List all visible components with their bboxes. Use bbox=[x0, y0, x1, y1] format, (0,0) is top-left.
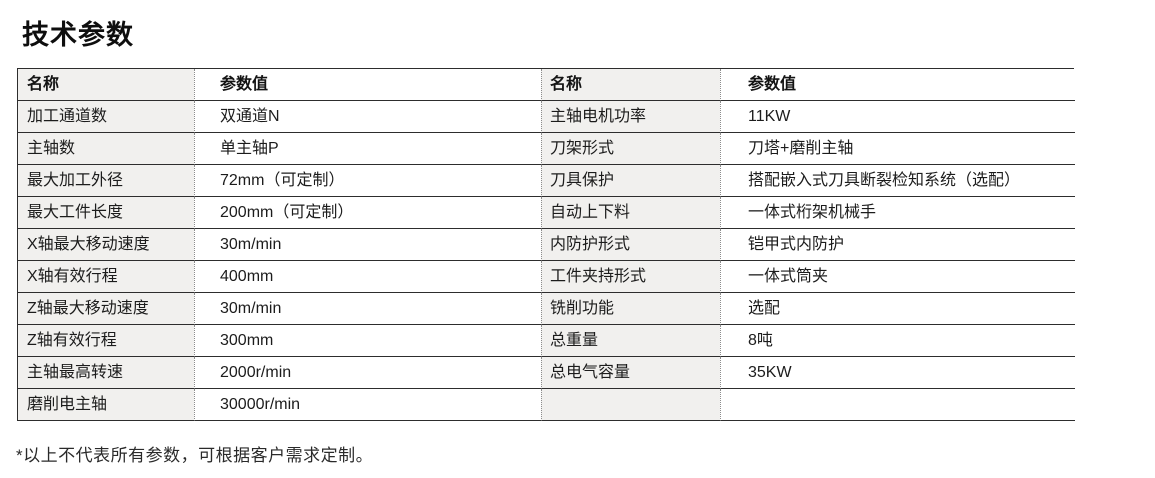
spec-value-cell: 双通道N bbox=[194, 101, 541, 133]
spec-name-cell: 刀具保护 bbox=[541, 165, 720, 197]
footnote: *以上不代表所有参数，可根据客户需求定制。 bbox=[16, 446, 374, 465]
spec-value-cell: 72mm（可定制） bbox=[194, 165, 541, 197]
spec-value-cell: 30000r/min bbox=[194, 389, 541, 421]
spec-name-cell bbox=[541, 389, 720, 421]
spec-name-cell: 工件夹持形式 bbox=[541, 261, 720, 293]
spec-value-cell: 刀塔+磨削主轴 bbox=[720, 133, 1075, 165]
spec-value-cell: 8吨 bbox=[720, 325, 1075, 357]
spec-name-cell: 内防护形式 bbox=[541, 229, 720, 261]
spec-value-cell: 300mm bbox=[194, 325, 541, 357]
spec-value-cell: 一体式筒夹 bbox=[720, 261, 1075, 293]
header-name-right: 名称 bbox=[541, 69, 720, 101]
header-value-right: 参数值 bbox=[720, 69, 1075, 101]
spec-name-cell: 主轴电机功率 bbox=[541, 101, 720, 133]
spec-name-cell: 自动上下料 bbox=[541, 197, 720, 229]
spec-name-cell: 铣削功能 bbox=[541, 293, 720, 325]
spec-name-cell: 刀架形式 bbox=[541, 133, 720, 165]
spec-value-cell: 铠甲式内防护 bbox=[720, 229, 1075, 261]
spec-name-cell: 最大工件长度 bbox=[18, 197, 194, 229]
spec-value-cell: 30m/min bbox=[194, 293, 541, 325]
spec-value-cell: 一体式桁架机械手 bbox=[720, 197, 1075, 229]
spec-name-cell: X轴最大移动速度 bbox=[18, 229, 194, 261]
spec-name-cell: 主轴最高转速 bbox=[18, 357, 194, 389]
spec-name-cell: X轴有效行程 bbox=[18, 261, 194, 293]
spec-value-cell: 选配 bbox=[720, 293, 1075, 325]
spec-value-cell: 35KW bbox=[720, 357, 1075, 389]
spec-name-cell: Z轴有效行程 bbox=[18, 325, 194, 357]
spec-value-cell: 200mm（可定制） bbox=[194, 197, 541, 229]
spec-name-cell: Z轴最大移动速度 bbox=[18, 293, 194, 325]
spec-name-cell: 总重量 bbox=[541, 325, 720, 357]
spec-name-cell: 最大加工外径 bbox=[18, 165, 194, 197]
spec-name-cell: 加工通道数 bbox=[18, 101, 194, 133]
spec-name-cell: 主轴数 bbox=[18, 133, 194, 165]
spec-name-cell: 磨削电主轴 bbox=[18, 389, 194, 421]
page-title: 技术参数 bbox=[22, 20, 134, 50]
spec-value-cell: 2000r/min bbox=[194, 357, 541, 389]
spec-table: 名称 参数值 名称 参数值 加工通道数 双通道N 主轴电机功率 11KW 主轴数… bbox=[17, 68, 1075, 421]
header-name-left: 名称 bbox=[18, 69, 194, 101]
spec-name-cell: 总电气容量 bbox=[541, 357, 720, 389]
spec-value-cell: 11KW bbox=[720, 101, 1075, 133]
spec-value-cell: 搭配嵌入式刀具断裂检知系统（选配） bbox=[720, 165, 1075, 197]
spec-value-cell: 单主轴P bbox=[194, 133, 541, 165]
spec-value-cell bbox=[720, 389, 1075, 421]
header-value-left: 参数值 bbox=[194, 69, 541, 101]
spec-value-cell: 400mm bbox=[194, 261, 541, 293]
spec-value-cell: 30m/min bbox=[194, 229, 541, 261]
